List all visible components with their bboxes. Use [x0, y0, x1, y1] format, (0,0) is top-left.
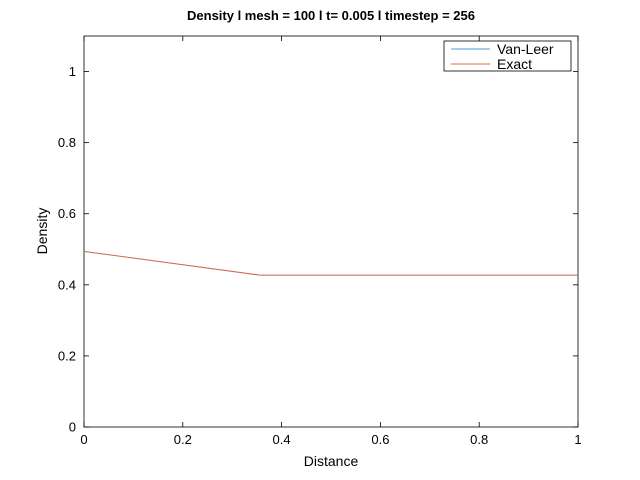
legend-label-exact: Exact: [497, 56, 532, 72]
x-tick-label: 0.6: [371, 432, 389, 447]
x-axis-label: Distance: [304, 453, 359, 469]
chart-title: Density l mesh = 100 l t= 0.005 l timest…: [187, 8, 475, 23]
x-tick-label: 0: [80, 432, 87, 447]
y-tick-label: 0.8: [58, 135, 76, 150]
x-tick-label: 0.2: [174, 432, 192, 447]
plot-area-frame: [83, 35, 579, 428]
series-layer: [83, 250, 578, 276]
series-line-exact: [83, 250, 578, 276]
y-axis-label: Density: [34, 208, 50, 255]
legend-label-van-leer: Van-Leer: [497, 41, 554, 57]
y-tick-label: 0.6: [58, 206, 76, 221]
y-tick-label: 0.2: [58, 348, 76, 363]
y-tick-label: 1: [69, 64, 76, 79]
y-axis-ticks: 0 0.2 0.4 0.6 0.8 1: [58, 64, 578, 435]
x-tick-label: 1: [574, 432, 581, 447]
legend-box: [443, 40, 572, 72]
x-axis-ticks: 0 0.2 0.4 0.6 0.8 1: [80, 36, 582, 447]
y-tick-label: 0: [69, 420, 76, 435]
chart-legend: Van-Leer Exact: [443, 40, 572, 72]
y-tick-label: 0.4: [58, 277, 76, 292]
x-tick-label: 0.8: [470, 432, 488, 447]
x-tick-label: 0.4: [273, 432, 291, 447]
